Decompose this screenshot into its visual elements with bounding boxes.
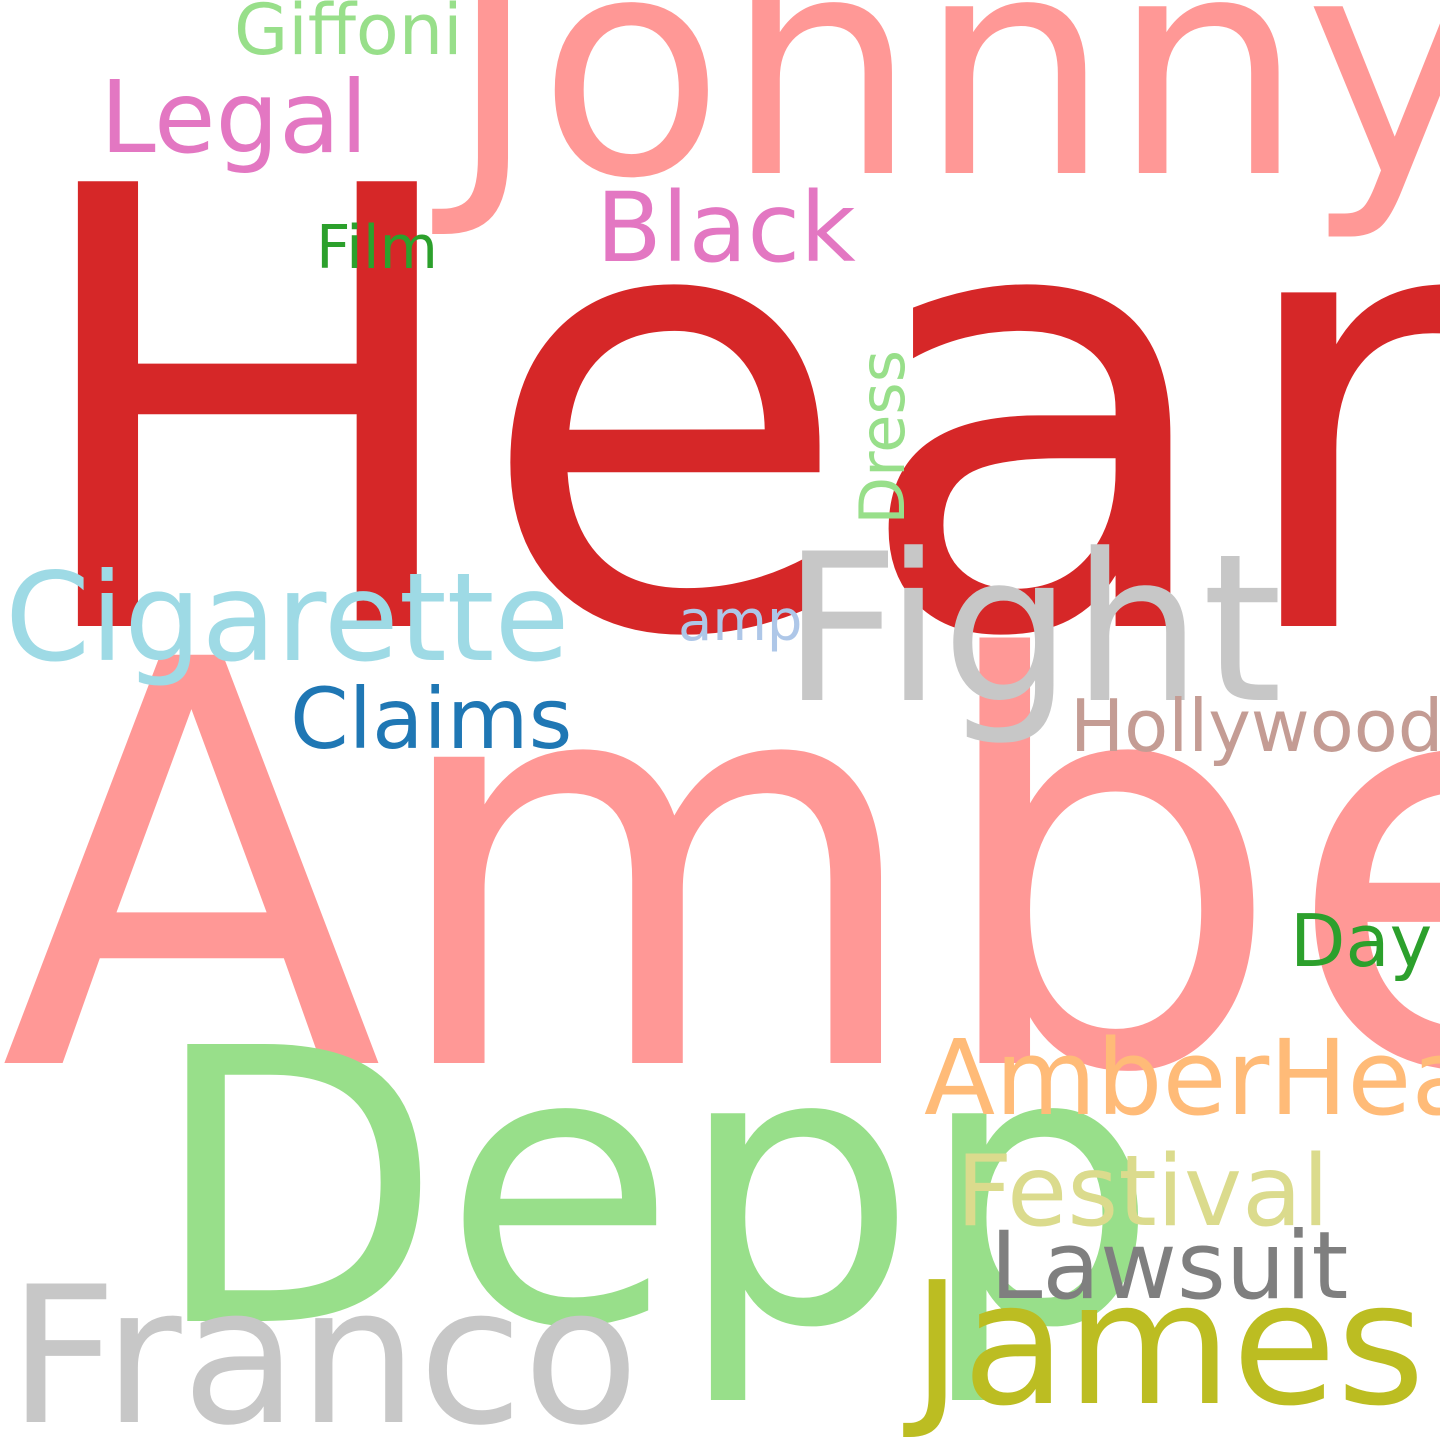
word-lawsuit: Lawsuit xyxy=(990,1212,1349,1321)
word-claims: Claims xyxy=(290,670,573,768)
word-film: Film xyxy=(316,213,438,283)
word-cigarette: Cigarette xyxy=(5,547,570,689)
word-franco: Franco xyxy=(8,1246,640,1440)
word-fight: Fight xyxy=(782,511,1283,749)
word-amberheard: AmberHeard xyxy=(924,1017,1440,1139)
word-legal: Legal xyxy=(100,59,369,176)
word-amp: amp xyxy=(678,589,803,654)
word-day: Day xyxy=(1290,899,1433,983)
word-johnny: Johnny xyxy=(448,0,1440,245)
word-festival: Festival xyxy=(956,1135,1330,1249)
word-james: James xyxy=(912,1246,1426,1440)
word-depp: Depp xyxy=(150,968,1159,1411)
word-giffoni: Giffoni xyxy=(234,0,463,71)
word-amber: Amber xyxy=(0,544,1440,1196)
word-heard: Heard xyxy=(18,60,1440,770)
word-dress: Dress xyxy=(846,350,919,525)
word-black: Black xyxy=(596,172,856,284)
word-hollywood: Hollywood xyxy=(1070,684,1440,768)
